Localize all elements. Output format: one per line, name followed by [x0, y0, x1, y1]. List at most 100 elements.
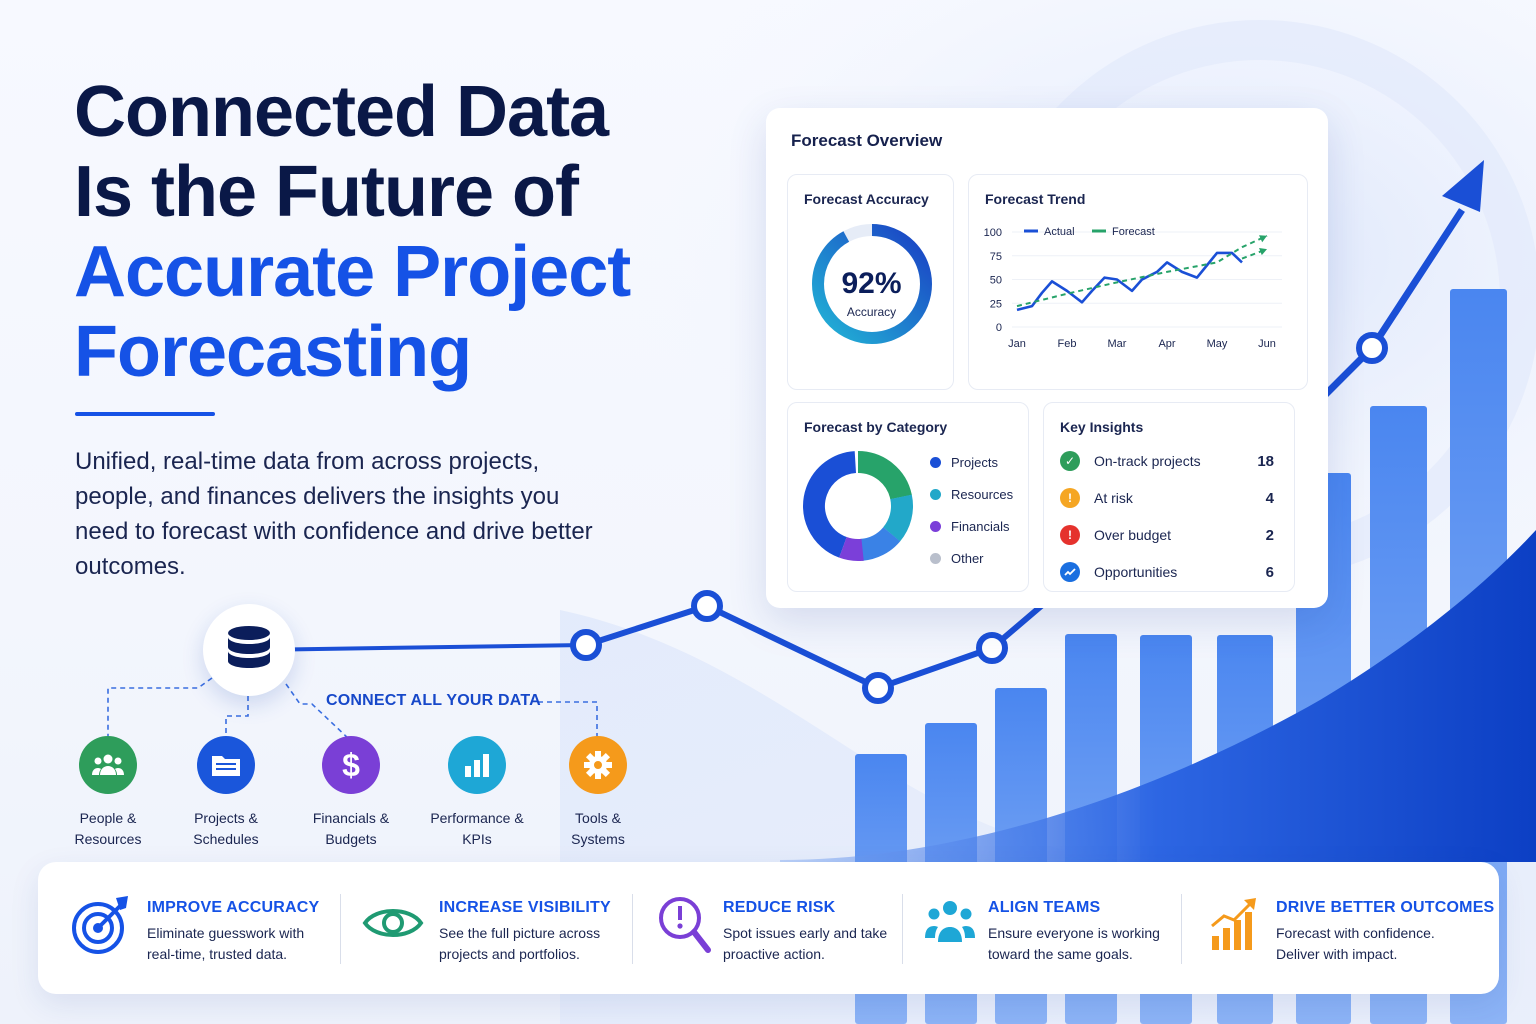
- eye-icon: [362, 909, 424, 937]
- accuracy-donut: [812, 224, 932, 344]
- benefit-reduce-risk: REDUCE RISK Spot issues early and take pr…: [656, 862, 906, 994]
- category-legend-item: Other: [930, 551, 984, 566]
- x-tick-label: Mar: [1108, 338, 1127, 350]
- benefit-desc-line1: Spot issues early and take: [723, 925, 888, 941]
- source-icon-circle: [79, 736, 137, 794]
- benefit-desc-line2: toward the same goals.: [988, 946, 1133, 962]
- category-card: Forecast by Category Projects Resources …: [787, 402, 1029, 592]
- source-people-resources: People & Resources: [43, 736, 173, 850]
- legend-label: Resources: [951, 487, 1014, 502]
- insights-card-title: Key Insights: [1060, 419, 1144, 435]
- forecast-overview-panel: Forecast Overview Forecast Accuracy 92% …: [766, 108, 1328, 608]
- x-tick-label: Jan: [1008, 338, 1026, 350]
- category-card-title: Forecast by Category: [804, 419, 948, 435]
- benefit-desc-line1: Ensure everyone is working: [988, 925, 1160, 941]
- x-tick-label: May: [1207, 338, 1228, 350]
- source-label-line1: People &: [79, 810, 137, 826]
- connect-data-label: CONNECT ALL YOUR DATA: [326, 692, 541, 709]
- benefit-title: ALIGN TEAMS: [988, 899, 1101, 916]
- y-tick-label: 100: [984, 227, 1002, 239]
- source-label-line1: Projects &: [194, 810, 258, 826]
- benefit-desc-line1: Forecast with confidence.: [1276, 925, 1435, 941]
- source-icon-circle: $: [322, 736, 380, 794]
- y-tick-label: 75: [990, 251, 1002, 263]
- title-divider: [75, 412, 215, 416]
- source-icon-circle: [197, 736, 255, 794]
- x-tick-label: Apr: [1158, 338, 1175, 350]
- insight-label: On-track projects: [1094, 453, 1201, 469]
- bar-chart-icon: [465, 754, 489, 777]
- source-label-line1: Financials &: [312, 810, 390, 826]
- title-line-3: Accurate Project: [74, 232, 631, 312]
- source-label-line1: Tools &: [575, 810, 621, 826]
- source-label-line1: Performance &: [430, 810, 524, 826]
- source-label-line2: Resources: [74, 831, 142, 847]
- benefit-drive-outcomes: DRIVE BETTER OUTCOMES Forecast with conf…: [1210, 862, 1494, 994]
- insight-value: 4: [1265, 489, 1274, 507]
- source-financials-budgets: $ Financials & Budgets: [286, 736, 416, 850]
- legend-label: Projects: [951, 455, 998, 470]
- legend-label: Other: [951, 551, 984, 566]
- trend-card: Forecast Trend 0 25 50 75 100 Jan Feb Mar Apr May…: [968, 174, 1308, 390]
- insight-value: 6: [1265, 563, 1274, 581]
- legend-dot: [930, 521, 941, 532]
- source-label-line2: KPIs: [462, 831, 492, 847]
- warning-icon: !: [1060, 488, 1080, 508]
- title-line-1: Connected Data: [74, 72, 609, 152]
- insight-row: ! Over budget 2: [1060, 523, 1274, 547]
- source-label-line2: Systems: [571, 831, 625, 847]
- accuracy-ring-fill: [812, 224, 932, 344]
- benefit-title: IMPROVE ACCURACY: [147, 899, 320, 916]
- source-icon-circle: [448, 736, 506, 794]
- x-tick-label: Feb: [1058, 338, 1077, 350]
- legend-dot: [930, 553, 941, 564]
- category-legend-item: Resources: [930, 487, 1013, 502]
- benefit-divider: [902, 894, 903, 964]
- people-icon: [92, 754, 124, 775]
- benefit-desc-line2: projects and portfolios.: [439, 946, 580, 962]
- database-hub: [203, 604, 295, 696]
- growth-chart-icon: [1211, 898, 1256, 950]
- insight-label: Opportunities: [1094, 564, 1178, 580]
- forecast-arrowhead: [1259, 248, 1267, 256]
- category-legend-item: Financials: [930, 519, 1010, 534]
- source-performance-kpis: Performance & KPIs: [412, 736, 542, 850]
- trend-card-title: Forecast Trend: [985, 191, 1086, 207]
- insight-row: Opportunities 6: [1060, 560, 1274, 584]
- series-actual-line: [1016, 251, 1243, 312]
- insight-row: ! At risk 4: [1060, 486, 1274, 510]
- accuracy-caption: Accuracy: [846, 305, 897, 319]
- accuracy-card-title: Forecast Accuracy: [804, 191, 929, 207]
- insight-value: 2: [1265, 526, 1274, 544]
- benefit-divider: [632, 894, 633, 964]
- source-projects-schedules: Projects & Schedules: [161, 736, 291, 850]
- benefit-title: INCREASE VISIBILITY: [439, 899, 611, 916]
- benefit-title: REDUCE RISK: [723, 899, 836, 916]
- team-icon: [925, 901, 975, 942]
- svg-text:$: $: [342, 748, 360, 782]
- source-tools-systems: Tools & Systems: [533, 736, 663, 850]
- dollar-icon: $: [342, 748, 360, 782]
- gear-icon: [584, 751, 612, 779]
- source-label-line2: Schedules: [193, 831, 259, 847]
- benefit-desc-line1: See the full picture across: [439, 925, 601, 941]
- series-forecast-line: [1016, 234, 1268, 308]
- benefit-improve-accuracy: IMPROVE ACCURACY Eliminate guesswork wit…: [70, 862, 340, 994]
- database-icon: [228, 626, 270, 668]
- accuracy-value: 92%: [841, 267, 902, 300]
- trend-chart: 0 25 50 75 100 Jan Feb Mar Apr May Jun Actual Foreca…: [984, 226, 1282, 350]
- forecast-arrowhead: [1259, 235, 1267, 243]
- benefit-desc-line2: Deliver with impact.: [1276, 946, 1398, 962]
- benefit-desc-line2: real-time, trusted data.: [147, 946, 288, 962]
- legend-dot: [930, 489, 941, 500]
- insight-label: At risk: [1094, 490, 1133, 506]
- title-line-2: Is the Future of: [74, 152, 579, 232]
- benefit-desc-line1: Eliminate guesswork with: [147, 925, 305, 941]
- target-icon: [72, 896, 128, 954]
- benefit-desc-line2: proactive action.: [723, 946, 825, 962]
- legend-forecast-label: Forecast: [1112, 226, 1155, 238]
- category-donut: [803, 451, 913, 561]
- source-icon-circle: [569, 736, 627, 794]
- benefit-title: DRIVE BETTER OUTCOMES: [1276, 899, 1495, 916]
- benefit-divider: [340, 894, 341, 964]
